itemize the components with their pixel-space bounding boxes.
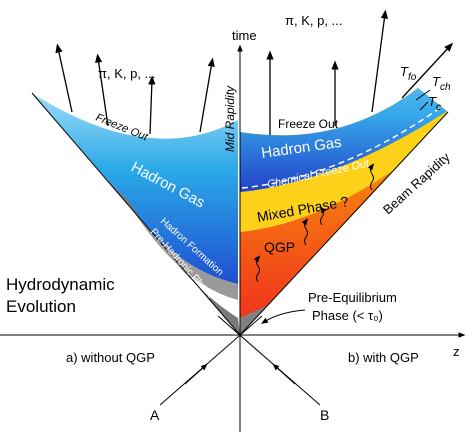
light-cone <box>31 92 241 336</box>
time-label: time <box>232 28 257 43</box>
wiggle <box>319 206 327 226</box>
beam-label: B <box>320 407 329 423</box>
temperature-label: Tfo <box>400 64 417 83</box>
arrow <box>55 43 73 113</box>
chemical-freeze-out-line <box>241 107 441 189</box>
symbol: T <box>428 94 437 109</box>
evolution-label: Evolution <box>6 297 76 316</box>
beam-line <box>217 315 321 406</box>
temperature-label: Tch <box>432 74 451 93</box>
hadron-gas-region <box>32 93 238 284</box>
subscript: c <box>436 102 441 113</box>
beam-label: A <box>150 407 160 423</box>
mid-rapidity-label: Mid Rapidity <box>223 85 237 152</box>
symbol: T <box>400 64 409 79</box>
wiggle <box>301 218 309 246</box>
symbol: T <box>432 74 441 89</box>
arrow <box>401 42 454 99</box>
freeze-out-label: Freeze Out <box>278 117 339 131</box>
emission-arrows <box>55 9 454 135</box>
evolution-label: Hydrodynamic <box>6 275 115 294</box>
subscript: ch <box>440 82 451 93</box>
beam-line <box>159 315 263 406</box>
pre-equilibrium-label: Pre-Equilibrium <box>308 290 397 305</box>
pointer <box>261 309 306 324</box>
caption: b) with QGP <box>348 350 419 365</box>
qgp-label: QGP <box>264 239 295 255</box>
wiggle <box>367 163 375 191</box>
caption: a) without QGP <box>66 350 155 365</box>
subscript: fo <box>408 72 417 83</box>
wiggle-arrows <box>253 163 375 283</box>
temperature-label: Tc <box>428 94 441 113</box>
arrow <box>95 53 109 127</box>
arrow <box>371 9 389 113</box>
particles-label: π, K, p, ... <box>98 66 155 81</box>
wiggle <box>253 255 261 283</box>
particles-label: π, K, p, ... <box>285 13 342 28</box>
temperature-pointer <box>415 89 431 101</box>
pre-equilibrium-label: Phase (< τ₀) <box>312 308 383 323</box>
temperature-pointer <box>419 101 429 111</box>
hadron-formation-band <box>125 200 238 300</box>
z-label: z <box>453 344 460 359</box>
arrow <box>199 57 215 133</box>
beam-arrow <box>272 363 296 385</box>
arrow <box>148 75 156 135</box>
beam-arrow <box>184 363 208 385</box>
light-cone <box>239 111 449 336</box>
